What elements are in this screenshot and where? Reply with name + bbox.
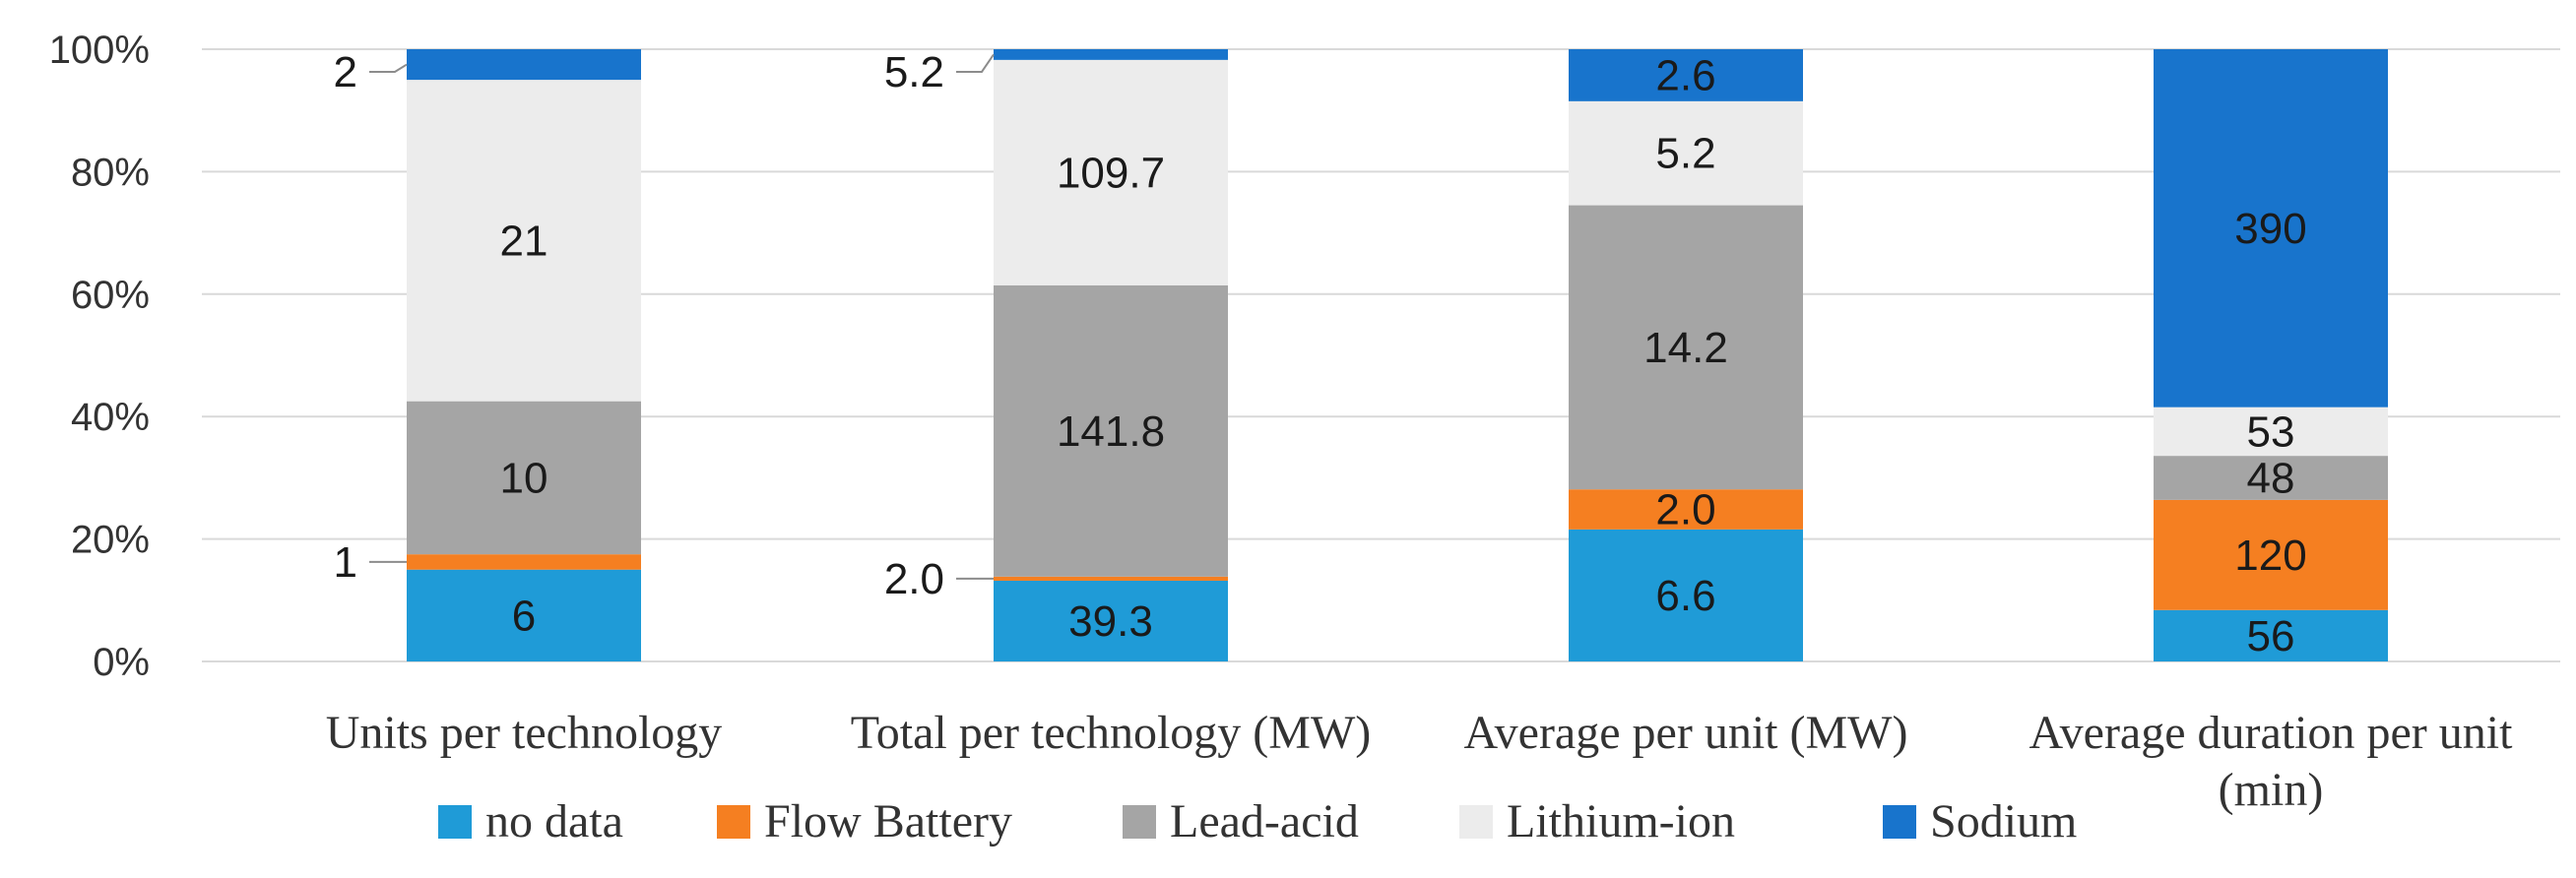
bar-segment-lithium-ion xyxy=(2154,407,2388,457)
y-tick-label: 20% xyxy=(71,519,150,562)
legend-swatch xyxy=(717,805,750,839)
data-label: 2.0 xyxy=(1655,486,1715,534)
legend-label: Lithium-ion xyxy=(1507,795,1735,847)
y-tick-label: 40% xyxy=(71,396,150,439)
x-category-label: Total per technology (MW) xyxy=(851,707,1371,759)
legend-label: Sodium xyxy=(1930,795,2077,847)
data-label: 6.6 xyxy=(1655,572,1715,620)
y-tick-label: 60% xyxy=(71,274,150,317)
data-label: 141.8 xyxy=(1057,408,1165,456)
legend-swatch xyxy=(438,805,472,839)
bar-segment-flow-battery xyxy=(2154,499,2388,610)
bar-segment-sodium xyxy=(1569,49,1803,101)
data-label: 2.0 xyxy=(884,555,944,603)
data-label: 56 xyxy=(2247,612,2295,660)
bar-segment-no-data xyxy=(994,580,1228,661)
legend-label: Lead-acid xyxy=(1170,795,1359,847)
bar-segment-lithium-ion xyxy=(407,80,641,402)
legend: no data Flow Battery Lead-acid Lithium-ion S… xyxy=(438,795,2077,847)
y-tick-label: 80% xyxy=(71,151,150,194)
bar-segment-flow-battery xyxy=(994,576,1228,581)
leader-line xyxy=(956,53,995,73)
x-category-label: Units per technology xyxy=(326,707,723,759)
data-label: 6 xyxy=(512,592,536,640)
y-axis: 0% 20% 40% 60% 80% 100% xyxy=(49,29,150,684)
data-label: 2 xyxy=(334,48,357,96)
bar-segment-sodium xyxy=(2154,49,2388,408)
bar-segment-no-data xyxy=(407,569,641,661)
data-label: 21 xyxy=(500,217,548,265)
x-axis: Units per technology Total per technology… xyxy=(326,707,2513,816)
bar-segment-lead-acid xyxy=(994,284,1228,577)
data-label: 1 xyxy=(334,538,357,587)
bar-segment-lead-acid xyxy=(1569,205,1803,490)
bar-segment-lithium-ion xyxy=(994,59,1228,285)
data-label: 390 xyxy=(2234,205,2306,253)
leader-line xyxy=(369,63,408,73)
bar-segment-sodium xyxy=(994,49,1228,60)
bar-segment-flow-battery xyxy=(1569,489,1803,530)
data-label: 53 xyxy=(2247,408,2295,456)
x-category-label: Average duration per unit (min) xyxy=(2029,707,2514,816)
data-label: 109.7 xyxy=(1057,149,1165,197)
bar-segment-flow-battery xyxy=(407,554,641,570)
data-label: 14.2 xyxy=(1643,324,1728,372)
data-label: 2.6 xyxy=(1655,51,1715,99)
data-label: 39.3 xyxy=(1068,597,1153,646)
legend-label: Flow Battery xyxy=(764,795,1012,847)
data-labels: 6 1 10 21 2 39.3 2.0 141.8 109.7 5.2 6.6 2.0 14.2 5.2… xyxy=(334,48,2307,660)
y-tick-label: 100% xyxy=(49,29,150,72)
bar-segment-no-data xyxy=(2154,609,2388,661)
leader-lines xyxy=(369,53,995,580)
bar-segment-no-data xyxy=(1569,529,1803,661)
legend-label: no data xyxy=(485,795,623,847)
legend-swatch xyxy=(1883,805,1916,839)
data-label: 5.2 xyxy=(884,48,944,96)
x-category-label: Average per unit (MW) xyxy=(1464,707,1908,759)
bars xyxy=(407,49,2388,661)
bar-segment-lithium-ion xyxy=(1569,100,1803,206)
y-tick-label: 0% xyxy=(93,641,150,684)
legend-swatch xyxy=(1459,805,1493,839)
data-label: 48 xyxy=(2247,454,2295,502)
data-label: 10 xyxy=(500,454,548,502)
legend-swatch xyxy=(1123,805,1156,839)
bar-segment-lead-acid xyxy=(407,401,641,555)
data-label: 120 xyxy=(2234,532,2306,580)
bar-segment-sodium xyxy=(407,49,641,81)
bar-segment-lead-acid xyxy=(2154,456,2388,500)
data-label: 5.2 xyxy=(1655,130,1715,178)
